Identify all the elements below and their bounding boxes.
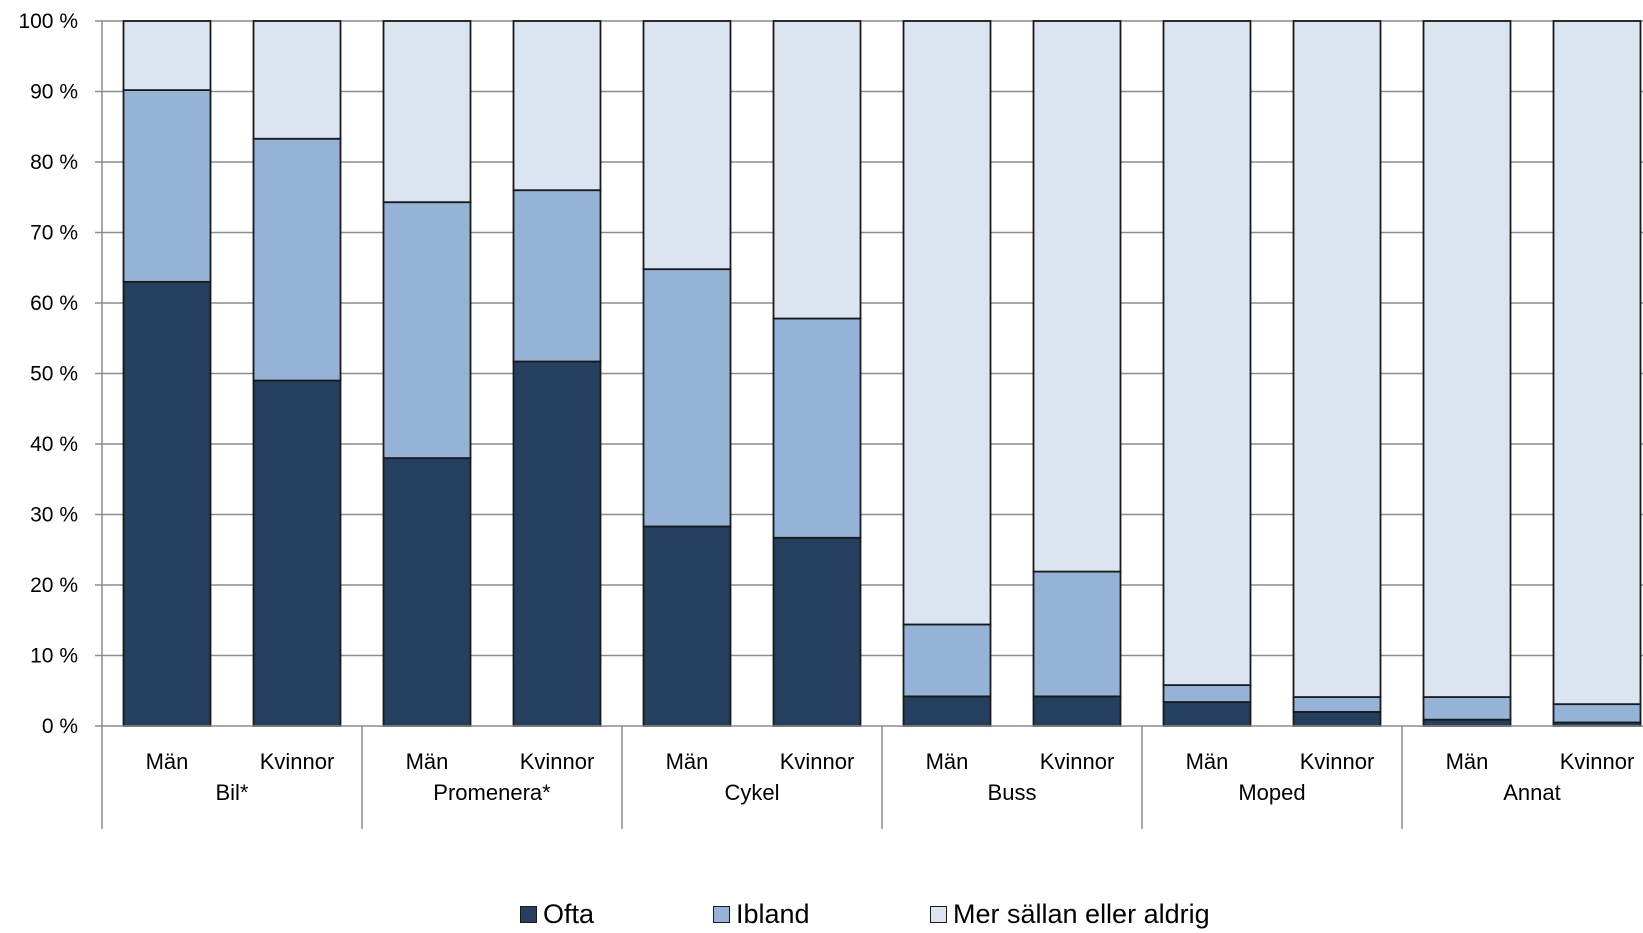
bar-segment-ibland	[1032, 570, 1122, 698]
bar-segment-ofta	[1162, 701, 1252, 727]
y-axis: 0 % 10 % 20 % 30 % 40 % 50 % 60 % 70 % 80 % 90 % 1…	[18, 10, 103, 738]
stacked-bar-chart: 0 % 10 % 20 % 30 % 40 % 50 % 60 % 70 % 80 % 90 % 1…	[18, 10, 1643, 829]
bar-segment-mer-sallan	[512, 20, 602, 192]
bar-segment-ibland	[382, 201, 472, 459]
bar-segment-mer-sallan	[382, 20, 472, 204]
bar-segment-ofta	[1032, 695, 1122, 727]
bar-segment-ofta	[642, 525, 732, 727]
bar-segment-ofta	[512, 360, 602, 727]
bar-segment-mer-sallan	[1032, 20, 1122, 573]
y-tick-label: 40 %	[30, 433, 78, 456]
x-category-label: Män	[666, 749, 709, 774]
y-tick-label: 80 %	[30, 151, 78, 174]
x-group-label: Moped	[1238, 780, 1305, 805]
x-category-label: Kvinnor	[1560, 749, 1635, 774]
y-tick-label: 30 %	[30, 504, 78, 527]
legend-item-ofta: Ofta	[520, 897, 594, 931]
y-tick-label: 0 %	[42, 715, 78, 738]
legend-swatch-mer-sallan	[930, 905, 947, 923]
y-tick-label: 50 %	[30, 363, 78, 386]
bar-segment-ofta	[1422, 718, 1512, 727]
bar-segment-mer-sallan	[1422, 20, 1512, 698]
bar-segment-ibland	[1552, 703, 1642, 724]
y-tick-label: 90 %	[30, 81, 78, 104]
bar-segment-ibland	[772, 317, 862, 539]
x-group-label: Buss	[988, 780, 1037, 805]
legend-item-ibland: Ibland	[713, 897, 810, 931]
x-group-label: Cykel	[724, 780, 779, 805]
bar-segment-mer-sallan	[122, 20, 212, 91]
x-category-label: Män	[406, 749, 449, 774]
legend-label-ibland: Ibland	[736, 898, 810, 929]
bar-segment-ibland	[1162, 684, 1252, 703]
x-category-label: Kvinnor	[780, 749, 855, 774]
x-category-label: Kvinnor	[260, 749, 335, 774]
x-category-label: Män	[1446, 749, 1489, 774]
bars	[122, 20, 1642, 727]
bar-segment-mer-sallan	[252, 20, 342, 140]
bar-segment-ibland	[642, 268, 732, 528]
x-axis: Män Kvinnor Bil* Män Kvinnor Promenera* Män Kvi…	[101, 725, 1643, 829]
bar-segment-ibland	[1292, 696, 1382, 713]
legend: Ofta Ibland Mer sällan eller aldrig	[0, 897, 1643, 933]
bar-segment-mer-sallan	[1162, 20, 1252, 687]
bar-segment-mer-sallan	[1552, 20, 1642, 706]
bar-segment-ibland	[512, 189, 602, 363]
x-category-label: Kvinnor	[1300, 749, 1375, 774]
x-category-label: Män	[926, 749, 969, 774]
bar-segment-ofta	[122, 280, 212, 727]
bar-segment-ibland	[252, 137, 342, 382]
gridlines	[102, 20, 1643, 657]
x-category-label: Män	[146, 749, 189, 774]
bar-segment-ibland	[1422, 696, 1512, 721]
bar-segment-ofta	[772, 536, 862, 727]
x-category-label: Kvinnor	[520, 749, 595, 774]
bar-segment-ofta	[252, 379, 342, 727]
y-tick-label: 100 %	[18, 10, 78, 33]
bar-segment-ibland	[122, 89, 212, 283]
y-tick-label: 20 %	[30, 574, 78, 597]
bar-segment-mer-sallan	[772, 20, 862, 320]
bar-segment-ibland	[902, 623, 992, 698]
bar-segment-ofta	[1292, 711, 1382, 727]
y-tick-label: 70 %	[30, 222, 78, 245]
bar-segment-mer-sallan	[1292, 20, 1382, 698]
bar-segment-mer-sallan	[902, 20, 992, 626]
bar-segment-ofta	[902, 695, 992, 727]
x-group-label: Bil*	[215, 780, 248, 805]
legend-label-ofta: Ofta	[543, 898, 595, 929]
x-group-label: Promenera*	[433, 780, 551, 805]
legend-label-mer-sallan: Mer sällan eller aldrig	[953, 898, 1210, 929]
x-category-label: Kvinnor	[1040, 749, 1115, 774]
legend-swatch-ofta	[520, 905, 537, 923]
bar-segment-ofta	[382, 457, 472, 727]
y-tick-label: 60 %	[30, 292, 78, 315]
y-tick-label: 10 %	[30, 645, 78, 668]
legend-item-mer-sallan: Mer sällan eller aldrig	[930, 897, 1210, 931]
x-category-label: Män	[1186, 749, 1229, 774]
x-group-label: Annat	[1503, 780, 1561, 805]
bar-segment-mer-sallan	[642, 20, 732, 271]
legend-swatch-ibland	[713, 905, 730, 923]
